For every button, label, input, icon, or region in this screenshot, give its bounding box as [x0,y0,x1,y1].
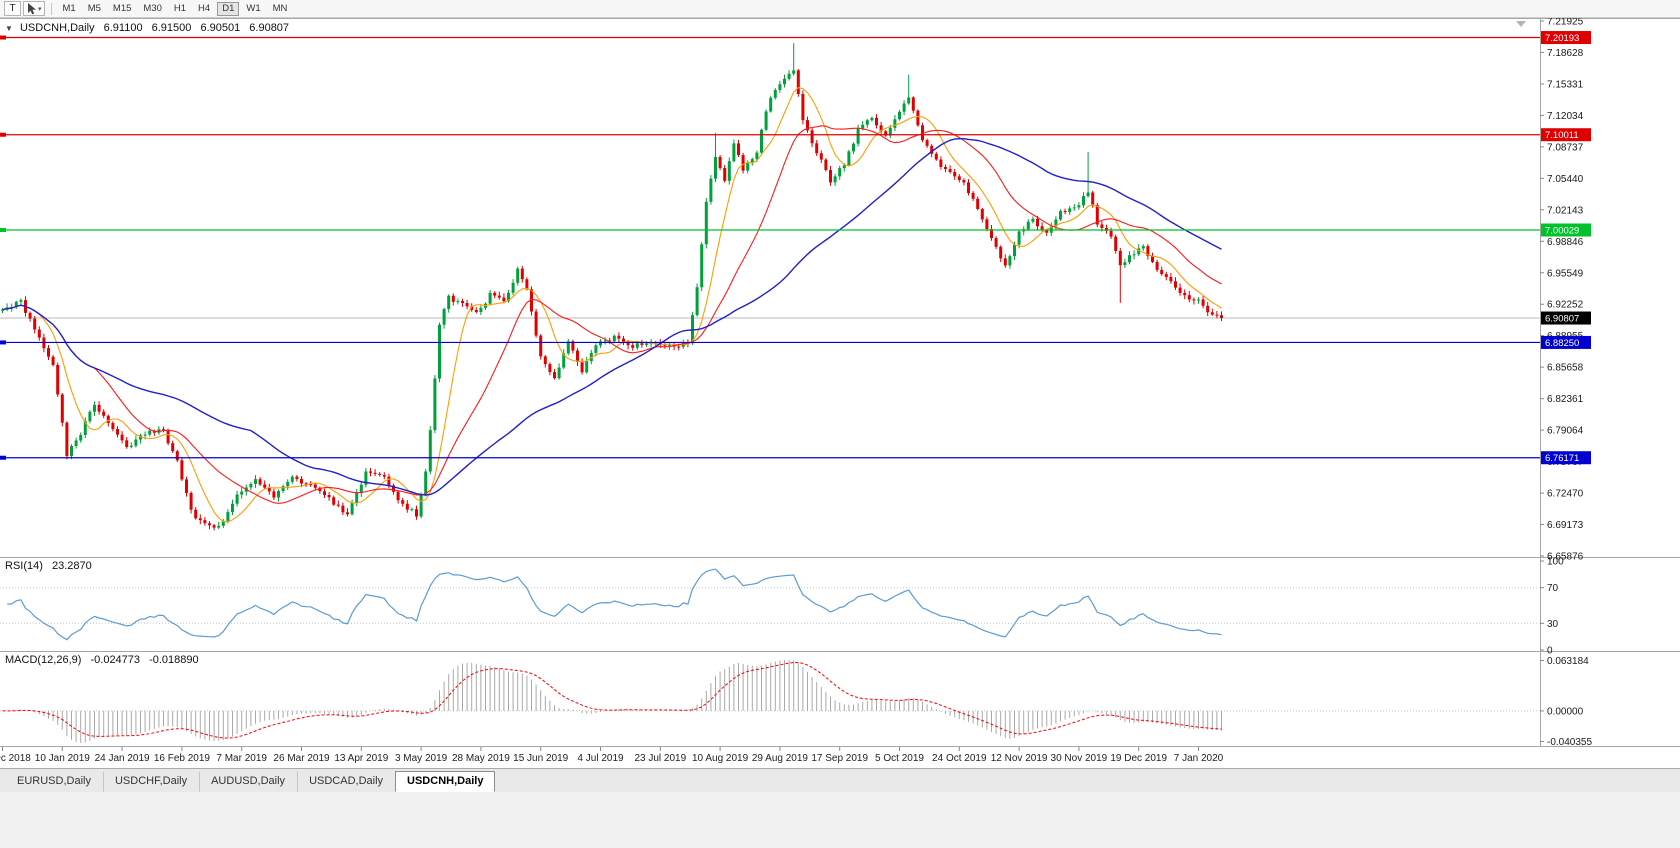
horizontal-level-lines[interactable] [0,35,1540,460]
moving-average-lines [2,87,1222,523]
macd-signal-value: -0.018890 [149,654,199,666]
svg-text:16 Feb 2019: 16 Feb 2019 [154,753,211,764]
macd-pane: 0.063184 0.00000 -0.040355 [0,656,1592,748]
tab-usdchf-daily[interactable]: USDCHF,Daily [102,771,199,792]
svg-text:4 Jul 2019: 4 Jul 2019 [577,753,624,764]
tab-usdcnh-daily[interactable]: USDCNH,Daily [395,771,496,792]
svg-text:6.79064: 6.79064 [1547,426,1584,437]
text-tool-button[interactable]: T [4,1,21,16]
ohlc-symbol-period: USDCNH,Daily [19,22,95,34]
svg-text:10 Aug 2019: 10 Aug 2019 [692,753,749,764]
timeframe-m15-button[interactable]: M15 [108,2,136,16]
tab-audusd-daily[interactable]: AUDUSD,Daily [199,771,297,792]
svg-text:23 Jul 2019: 23 Jul 2019 [634,753,686,764]
timeframe-w1-button[interactable]: W1 [241,2,265,16]
svg-text:6.98846: 6.98846 [1547,237,1584,248]
svg-text:26 Mar 2019: 26 Mar 2019 [273,753,330,764]
svg-text:6.92252: 6.92252 [1547,300,1584,311]
svg-text:6.85658: 6.85658 [1547,363,1584,374]
price-axis[interactable]: 7.21925 7.18628 7.15331 7.12034 7.08737 7.054… [1540,17,1591,563]
svg-text:10 Jan 2019: 10 Jan 2019 [35,753,90,764]
svg-text:0: 0 [1547,646,1553,657]
toolbar: T ▾ M1 M5 M15 M30 H1 H4 D1 W1 MN [0,0,1680,18]
macd-indicator-label: MACD(12,26,9) -0.024773 -0.018890 [5,654,199,666]
timeframe-h4-button[interactable]: H4 [193,2,215,16]
ohlc-open: 6.91100 [103,22,143,34]
rsi-name: RSI(14) [5,560,43,572]
timeframe-m5-button[interactable]: M5 [83,2,106,16]
timeframe-d1-button[interactable]: D1 [217,1,240,16]
svg-text:15 Jun 2019: 15 Jun 2019 [513,753,568,764]
svg-text:29 Aug 2019: 29 Aug 2019 [752,753,809,764]
timeframe-m30-button[interactable]: M30 [138,2,166,16]
svg-text:6.95549: 6.95549 [1547,268,1584,279]
ohlc-low: 6.90501 [200,22,241,34]
svg-text:6.65876: 6.65876 [1547,552,1584,563]
svg-text:6.72470: 6.72470 [1547,489,1584,500]
svg-text:7.20193: 7.20193 [1545,33,1579,44]
svg-text:24 Jan 2019: 24 Jan 2019 [95,753,150,764]
status-strip [0,792,1680,848]
svg-text:30: 30 [1547,619,1559,630]
chart-shift-marker-icon [1516,21,1526,27]
chevron-down-icon: ▾ [38,5,42,13]
svg-text:7.12034: 7.12034 [1547,111,1584,122]
svg-text:6.88250: 6.88250 [1545,338,1579,349]
svg-text:7.00029: 7.00029 [1545,226,1579,237]
tab-usdcad-daily[interactable]: USDCAD,Daily [297,771,395,792]
svg-text:-0.040355: -0.040355 [1547,737,1592,748]
svg-text:70: 70 [1547,583,1559,594]
svg-text:7.05440: 7.05440 [1547,174,1584,185]
svg-text:17 Sep 2019: 17 Sep 2019 [811,753,868,764]
svg-text:0.00000: 0.00000 [1547,706,1584,717]
svg-text:7.15331: 7.15331 [1547,79,1584,90]
macd-name: MACD(12,26,9) [5,654,82,666]
svg-text:7 Mar 2019: 7 Mar 2019 [216,753,267,764]
svg-text:7.18628: 7.18628 [1547,48,1584,59]
svg-text:7 Jan 2020: 7 Jan 2020 [1174,753,1224,764]
svg-text:0.063184: 0.063184 [1547,656,1589,667]
cursor-arrow-icon [26,2,37,15]
tab-eurusd-daily[interactable]: EURUSD,Daily [17,775,91,787]
time-axis[interactable]: 22 Dec 2018 10 Jan 2019 24 Jan 2019 16 Feb … [0,747,1224,764]
svg-text:3 May 2019: 3 May 2019 [395,753,448,764]
svg-text:100: 100 [1547,557,1564,568]
svg-text:7.10011: 7.10011 [1545,130,1579,141]
ohlc-high: 6.91500 [151,22,192,34]
rsi-value: 23.2870 [51,560,92,572]
svg-text:19 Dec 2019: 19 Dec 2019 [1110,753,1167,764]
timeframe-mn-button[interactable]: MN [268,2,293,16]
svg-text:5 Oct 2019: 5 Oct 2019 [875,753,924,764]
timeframe-h1-button[interactable]: H1 [169,2,191,16]
svg-text:13 Apr 2019: 13 Apr 2019 [334,753,388,764]
pane-separators [0,18,1680,747]
cursor-tool-button[interactable]: ▾ [23,1,45,16]
toolbar-separator [50,2,52,15]
svg-text:6.69173: 6.69173 [1547,520,1584,531]
collapse-chart-icon[interactable]: ▼ [5,24,13,33]
svg-text:7.02143: 7.02143 [1547,205,1584,216]
svg-text:7.21925: 7.21925 [1547,17,1584,28]
timeframe-m1-button[interactable]: M1 [58,2,81,16]
macd-main-value: -0.024773 [90,654,141,666]
svg-text:6.76171: 6.76171 [1545,453,1579,464]
rsi-pane: 100 70 30 0 [0,557,1564,657]
rsi-indicator-label: RSI(14) 23.2870 [5,560,92,572]
svg-text:22 Dec 2018: 22 Dec 2018 [0,753,31,764]
svg-text:6.90807: 6.90807 [1545,314,1579,325]
svg-text:28 May 2019: 28 May 2019 [452,753,510,764]
svg-text:30 Nov 2019: 30 Nov 2019 [1051,753,1108,764]
ohlc-close: 6.90807 [249,22,290,34]
svg-text:24 Oct 2019: 24 Oct 2019 [932,753,987,764]
chart-tabbar: EURUSD,Daily USDCHF,Daily AUDUSD,Daily U… [0,768,1680,792]
svg-text:12 Nov 2019: 12 Nov 2019 [991,753,1048,764]
svg-text:7.08737: 7.08737 [1547,142,1584,153]
svg-text:6.82361: 6.82361 [1547,394,1584,405]
ohlc-readout: ▼ USDCNH,Daily 6.91100 6.91500 6.90501 6… [5,22,289,34]
